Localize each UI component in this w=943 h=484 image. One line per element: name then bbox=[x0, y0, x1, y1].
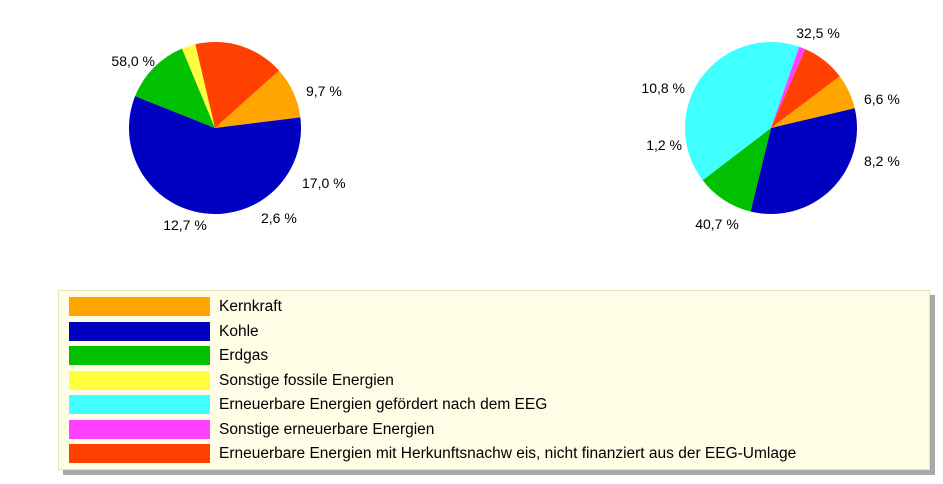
pie-slice-left-sonstige-fossile bbox=[182, 44, 215, 128]
pie-slice-right-kernkraft bbox=[771, 76, 855, 128]
legend-label-sonstige-fossile: Sonstige fossile Energien bbox=[219, 371, 394, 389]
legend: Kernkraft Kohle Erdgas Sonstige fossile … bbox=[58, 290, 930, 470]
pie-label-right-kohle: 32,5 % bbox=[796, 25, 840, 41]
legend-label-erdgas: Erdgas bbox=[219, 347, 269, 364]
pie-slice-right-herkunftsnachweis bbox=[771, 49, 840, 129]
pie-slice-left-kohle bbox=[128, 96, 301, 215]
pie-label-left-kohle: 58,0 % bbox=[111, 53, 155, 69]
pie-label-left-erdgas: 12,7 % bbox=[163, 217, 207, 233]
legend-swatch-kernkraft bbox=[69, 297, 210, 316]
pie-charts-area: 9,7 % 58,0 % 12,7 % 2,6 % 17,0 % 6,6 % 32,5 %… bbox=[111, 25, 899, 233]
pie-slice-right-sonstige-erneuerbare bbox=[771, 46, 806, 129]
legend-label-kernkraft: Kernkraft bbox=[219, 298, 282, 315]
pie-slice-left-erdgas bbox=[135, 48, 215, 128]
pie-chart-left: 9,7 % 58,0 % 12,7 % 2,6 % 17,0 % bbox=[111, 41, 346, 233]
pie-label-right-sonstige-erneuerbare: 1,2 % bbox=[646, 137, 682, 153]
legend-swatch-sonstige-fossile bbox=[69, 370, 210, 390]
legend-label-eeg: Erneuerbare Energien gefördert nach dem … bbox=[219, 396, 548, 413]
legend-swatch-kohle bbox=[69, 321, 210, 341]
legend-label-sonstige-erneuerbare: Sonstige erneuerbare Energien bbox=[219, 420, 435, 438]
legend-swatch-sonstige-erneuerbare bbox=[69, 419, 210, 439]
pie-label-left-herkunftsnachweis: 17,0 % bbox=[302, 175, 346, 191]
legend-label-kohle: Kohle bbox=[219, 322, 259, 340]
pie-slice-right-kohle bbox=[750, 108, 857, 214]
pie-label-left-kernkraft: 9,7 % bbox=[306, 83, 342, 99]
legend-swatch-eeg bbox=[69, 395, 210, 414]
legend-swatch-erdgas bbox=[69, 346, 210, 365]
legend-label-herkunftsnachweis: Erneuerbare Energien mit Herkunftsnachw … bbox=[219, 445, 797, 462]
pie-slice-left-herkunftsnachweis bbox=[195, 41, 279, 129]
pie-chart-right: 6,6 % 32,5 % 10,8 % 40,7 % 1,2 % 8,2 % bbox=[641, 25, 899, 232]
pie-label-right-herkunftsnachweis: 8,2 % bbox=[864, 153, 900, 169]
pie-label-right-kernkraft: 6,6 % bbox=[864, 91, 900, 107]
pie-label-right-erdgas: 10,8 % bbox=[641, 80, 685, 96]
pie-slice-right-eeg bbox=[684, 41, 800, 181]
pie-label-left-sonstige-fossile: 2,6 % bbox=[261, 210, 297, 226]
pie-slice-left-kernkraft bbox=[215, 70, 301, 128]
pie-slice-right-erdgas bbox=[702, 128, 771, 212]
legend-swatch-herkunftsnachweis bbox=[69, 444, 210, 463]
pie-label-right-eeg: 40,7 % bbox=[695, 216, 739, 232]
